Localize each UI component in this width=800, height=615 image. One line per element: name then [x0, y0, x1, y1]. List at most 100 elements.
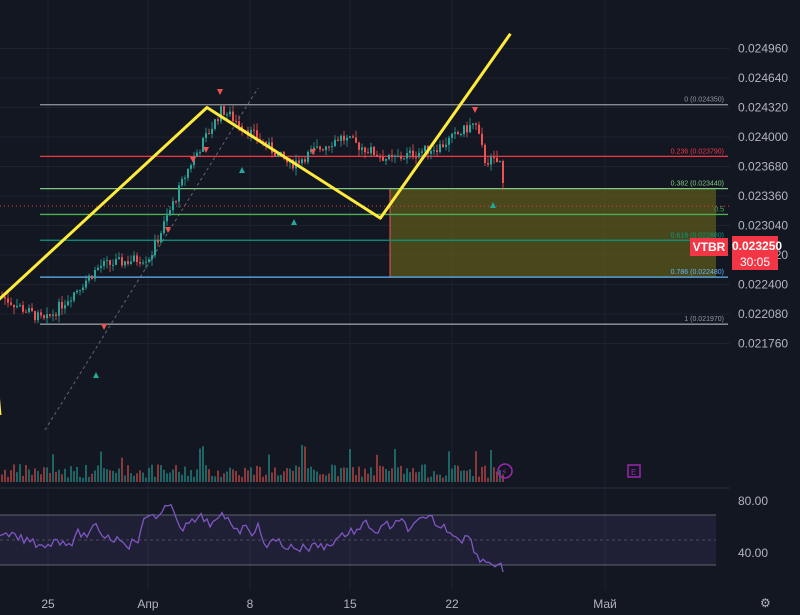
volume-bar [229, 467, 231, 482]
event-icons[interactable]: ⚡ E [497, 463, 641, 479]
volume-bar [145, 477, 147, 482]
flash-icon-glyph: ⚡ [501, 467, 507, 477]
volume-bar [274, 467, 276, 482]
candle-body [235, 121, 237, 123]
price-badge: 0.023250 30:05 [732, 236, 782, 270]
volume-bar [172, 469, 174, 482]
volume-bar [115, 472, 117, 482]
volume-bar [469, 469, 471, 482]
candle-body [172, 201, 174, 211]
rsi-tick-label: 40.00 [738, 546, 768, 560]
volume-bar [34, 468, 36, 482]
candle-body [364, 147, 366, 153]
volume-bar [460, 470, 462, 482]
candle-body [376, 154, 378, 157]
candle-body [169, 210, 171, 216]
volume-bar [418, 471, 420, 482]
candle-body [349, 136, 351, 138]
fib-label: 0.382 (0.023440) [671, 181, 724, 188]
signal-markers [93, 89, 496, 378]
volume-bar [211, 475, 213, 482]
volume-bar [448, 451, 450, 482]
candle-body [190, 165, 192, 169]
volume-bar [184, 466, 186, 482]
time-axis[interactable]: 25 Апр 8 15 22 Май [41, 597, 616, 611]
candle-body [358, 142, 360, 150]
volume-bar [220, 476, 222, 482]
volume-bar [151, 464, 153, 482]
volume-bar [118, 468, 120, 482]
price-tick-label: 0.023680 [738, 160, 788, 174]
volume-bar [277, 475, 279, 482]
volume-bar [385, 469, 387, 482]
fib-label: 0.236 (0.023790) [671, 148, 724, 155]
candle-body [202, 138, 204, 152]
candle-body [139, 262, 141, 264]
fib-label: 0 (0.024350) [684, 97, 724, 104]
candle-body [103, 261, 105, 266]
volume-bars [1, 445, 504, 482]
volume-bar [16, 472, 18, 482]
candle-body [88, 275, 90, 281]
candle-body [100, 265, 102, 268]
volume-bar [403, 473, 405, 482]
volume-bar [109, 470, 111, 482]
candle-body [64, 305, 66, 309]
candle-body [211, 128, 213, 134]
candle-body [442, 144, 444, 147]
volume-bar [322, 474, 324, 482]
volume-bar [82, 477, 84, 482]
volume-bar [334, 465, 336, 482]
volume-bar [241, 477, 243, 482]
candle-body [370, 146, 372, 154]
candle-body [340, 135, 342, 141]
volume-bar [217, 470, 219, 482]
volume-bar [160, 465, 162, 482]
candle-body [115, 258, 117, 265]
candle-body [277, 153, 279, 157]
time-tick-label: 25 [41, 597, 55, 611]
volume-bar [481, 466, 483, 482]
volume-bar [343, 467, 345, 482]
candle-body [394, 156, 396, 158]
volume-bar [268, 454, 270, 482]
candle-body [220, 106, 222, 122]
candle-body [181, 178, 183, 186]
candle-body [418, 152, 420, 158]
volume-bar [316, 471, 318, 482]
candle-body [46, 314, 48, 319]
volume-bar [424, 464, 426, 482]
volume-bar [181, 474, 183, 482]
volume-bar [295, 465, 297, 482]
volume-bar [61, 474, 63, 482]
price-tick-label: 0.022400 [738, 278, 788, 292]
price-axis[interactable]: 0.024960 0.024640 0.024320 0.024000 0.023680… [738, 41, 788, 350]
volume-bar [73, 471, 75, 482]
volume-bar [112, 470, 114, 482]
candle-body [313, 147, 315, 150]
price-tick-label: 0.022080 [738, 307, 788, 321]
price-tick-label: 0.024000 [738, 130, 788, 144]
candle-body [49, 314, 51, 316]
volume-bar [430, 476, 432, 482]
volume-bar [163, 469, 165, 482]
volume-bar [415, 472, 417, 482]
volume-bar [169, 472, 171, 482]
volume-bar [253, 474, 255, 482]
volume-bar [121, 457, 123, 482]
volume-bar [355, 475, 357, 482]
volume-bar [37, 471, 39, 482]
volume-bar [19, 464, 21, 482]
settings-gear-icon[interactable]: ⚙ [760, 596, 771, 610]
candle-body [469, 124, 471, 133]
price-tick-label: 0.023360 [738, 189, 788, 203]
projection-box [390, 188, 716, 278]
candle-body [478, 124, 480, 134]
volume-bar [457, 465, 459, 482]
volume-bar [421, 464, 423, 482]
candle-body [385, 159, 387, 161]
candle-body [334, 139, 336, 147]
candle-body [16, 305, 18, 308]
candle-body [466, 125, 468, 133]
